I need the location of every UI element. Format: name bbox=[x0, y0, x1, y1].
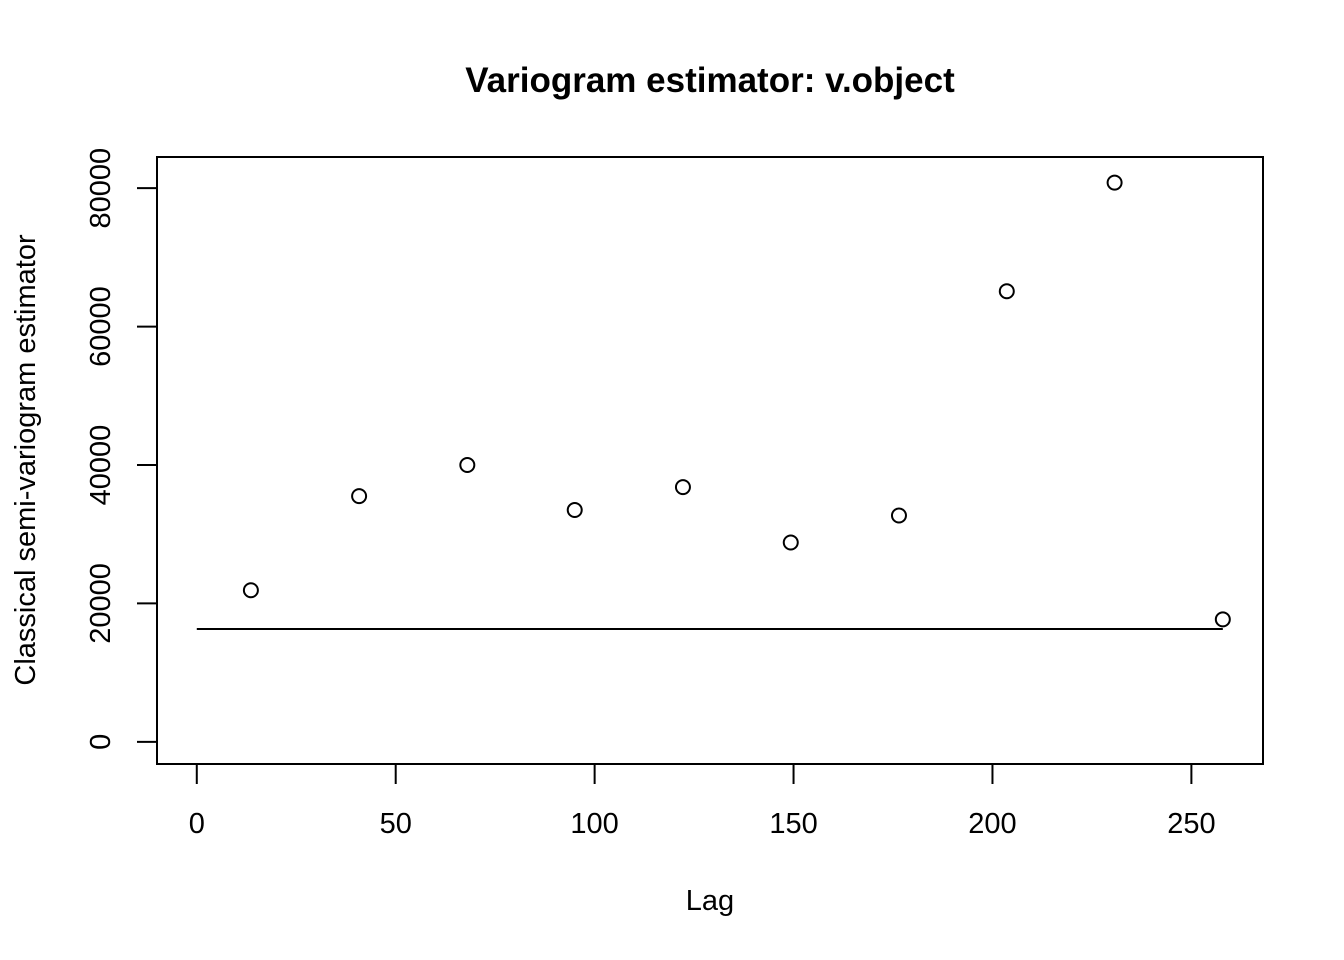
plot-frame bbox=[156, 156, 1264, 765]
data-point bbox=[1106, 174, 1123, 191]
data-point bbox=[351, 488, 368, 505]
y-tick-label: 20000 bbox=[85, 563, 117, 644]
data-point bbox=[1214, 611, 1231, 628]
data-point bbox=[242, 582, 259, 599]
y-tick-label: 0 bbox=[85, 734, 117, 750]
x-tick-label: 200 bbox=[968, 808, 1016, 840]
data-point bbox=[998, 283, 1015, 300]
y-axis: 0 20000 40000 60000 80000 bbox=[85, 148, 158, 750]
y-tick-label: 80000 bbox=[85, 148, 117, 229]
data-point bbox=[890, 507, 907, 524]
data-point bbox=[782, 534, 799, 551]
data-point bbox=[566, 501, 583, 518]
chart-title: Variogram estimator: v.object bbox=[465, 61, 955, 100]
y-axis-label: Classical semi-variogram estimator bbox=[10, 234, 42, 686]
y-tick-label: 60000 bbox=[85, 286, 117, 367]
data-point bbox=[459, 456, 476, 473]
points-layer bbox=[242, 174, 1231, 628]
x-axis: 0 50 100 150 200 250 bbox=[189, 763, 1216, 840]
x-axis-label: Lag bbox=[686, 885, 734, 917]
data-point bbox=[674, 479, 691, 496]
x-tick-label: 150 bbox=[769, 808, 817, 840]
y-tick-label: 40000 bbox=[85, 425, 117, 506]
x-tick-label: 0 bbox=[189, 808, 205, 840]
x-tick-label: 250 bbox=[1167, 808, 1215, 840]
x-tick-label: 100 bbox=[570, 808, 618, 840]
x-tick-label: 50 bbox=[380, 808, 412, 840]
